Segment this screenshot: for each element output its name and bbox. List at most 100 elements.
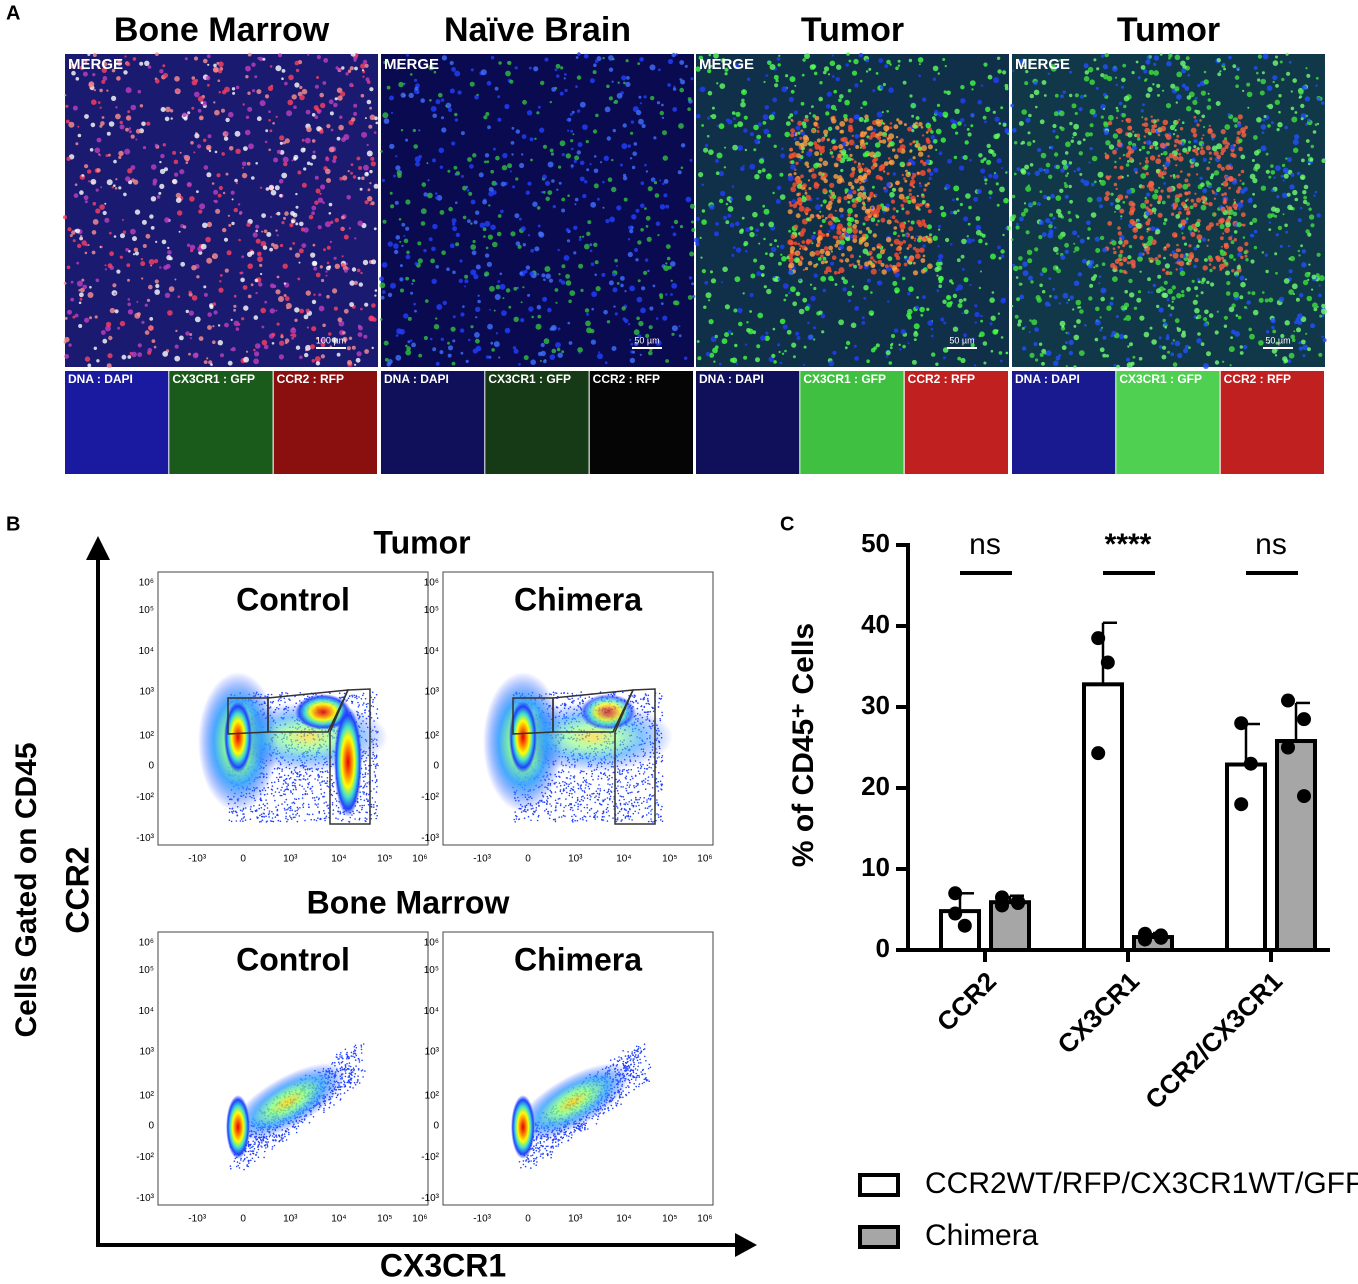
cell [707, 116, 711, 120]
cell [691, 228, 696, 232]
event [372, 705, 375, 708]
cell [1203, 322, 1208, 327]
cell [383, 340, 389, 346]
cell [1202, 188, 1208, 194]
cell [746, 321, 749, 324]
cell [510, 231, 516, 237]
cell [1011, 194, 1016, 199]
cell [263, 229, 268, 234]
cell [1177, 248, 1182, 252]
cell [1014, 141, 1018, 145]
cell [896, 262, 902, 268]
cell [400, 129, 404, 132]
event [294, 816, 296, 818]
cell [190, 141, 194, 145]
cell [411, 282, 414, 285]
cell [1294, 111, 1298, 114]
cell [951, 123, 957, 129]
cell [827, 126, 833, 131]
cell [846, 52, 850, 56]
cell [865, 58, 870, 63]
cell [1162, 318, 1166, 323]
cell [838, 234, 845, 241]
cell [333, 306, 338, 311]
cell [1122, 200, 1126, 204]
cell [137, 352, 143, 358]
cell [1246, 300, 1251, 305]
cell [1119, 269, 1123, 273]
cell [1278, 94, 1282, 98]
cell [565, 280, 572, 286]
cell [1307, 153, 1310, 157]
channel-label: CX3CR1 : GFP [172, 372, 255, 386]
cell [839, 121, 846, 127]
cell [128, 127, 131, 130]
cell [1119, 208, 1125, 214]
cell [881, 139, 887, 144]
cell [922, 295, 926, 299]
cell [771, 111, 776, 116]
cell [817, 257, 822, 261]
cell [1005, 351, 1009, 355]
event [230, 820, 233, 823]
cell [1246, 91, 1253, 98]
cell [96, 359, 100, 363]
cell [821, 214, 825, 218]
cell [319, 129, 324, 134]
cell [983, 62, 988, 67]
cell [279, 135, 285, 141]
cell [328, 146, 335, 153]
cell [773, 360, 777, 364]
cell [602, 56, 605, 60]
cell [578, 263, 584, 269]
cell [1188, 244, 1192, 248]
cell [963, 309, 969, 315]
cell [273, 157, 279, 163]
cell [727, 119, 733, 125]
cell [332, 155, 338, 160]
cell [1126, 189, 1132, 195]
cell [1164, 246, 1167, 249]
cell [851, 285, 855, 288]
cell [243, 305, 249, 311]
cell [1186, 286, 1191, 292]
cell [1311, 288, 1314, 291]
cell [1103, 130, 1109, 136]
cell [819, 153, 823, 156]
cell [335, 66, 339, 70]
cell [582, 193, 587, 199]
cell [1301, 262, 1307, 268]
cell [763, 285, 767, 289]
cell [1155, 158, 1162, 165]
cell [1222, 139, 1228, 145]
cell [927, 320, 934, 326]
cell [448, 206, 453, 212]
cell [322, 323, 326, 328]
cell [814, 144, 821, 150]
cell [162, 64, 166, 68]
cell [196, 190, 199, 194]
cell [1033, 342, 1038, 347]
cell [189, 333, 193, 336]
cell [522, 286, 525, 289]
cell [459, 259, 463, 263]
cell [1220, 129, 1226, 135]
cell [1237, 202, 1244, 208]
cell [836, 64, 842, 70]
cell [822, 160, 829, 167]
cell [788, 262, 795, 269]
cell [315, 188, 321, 194]
cell [854, 83, 859, 88]
cell [1141, 166, 1145, 170]
cell [854, 114, 860, 120]
cell [1202, 265, 1208, 271]
cell [228, 111, 234, 118]
cell [405, 199, 411, 205]
cell [101, 330, 106, 335]
cell [718, 198, 724, 204]
cell [1029, 93, 1035, 99]
cell [614, 258, 618, 263]
cell [452, 270, 456, 275]
cell [115, 113, 121, 120]
cell [791, 342, 797, 348]
